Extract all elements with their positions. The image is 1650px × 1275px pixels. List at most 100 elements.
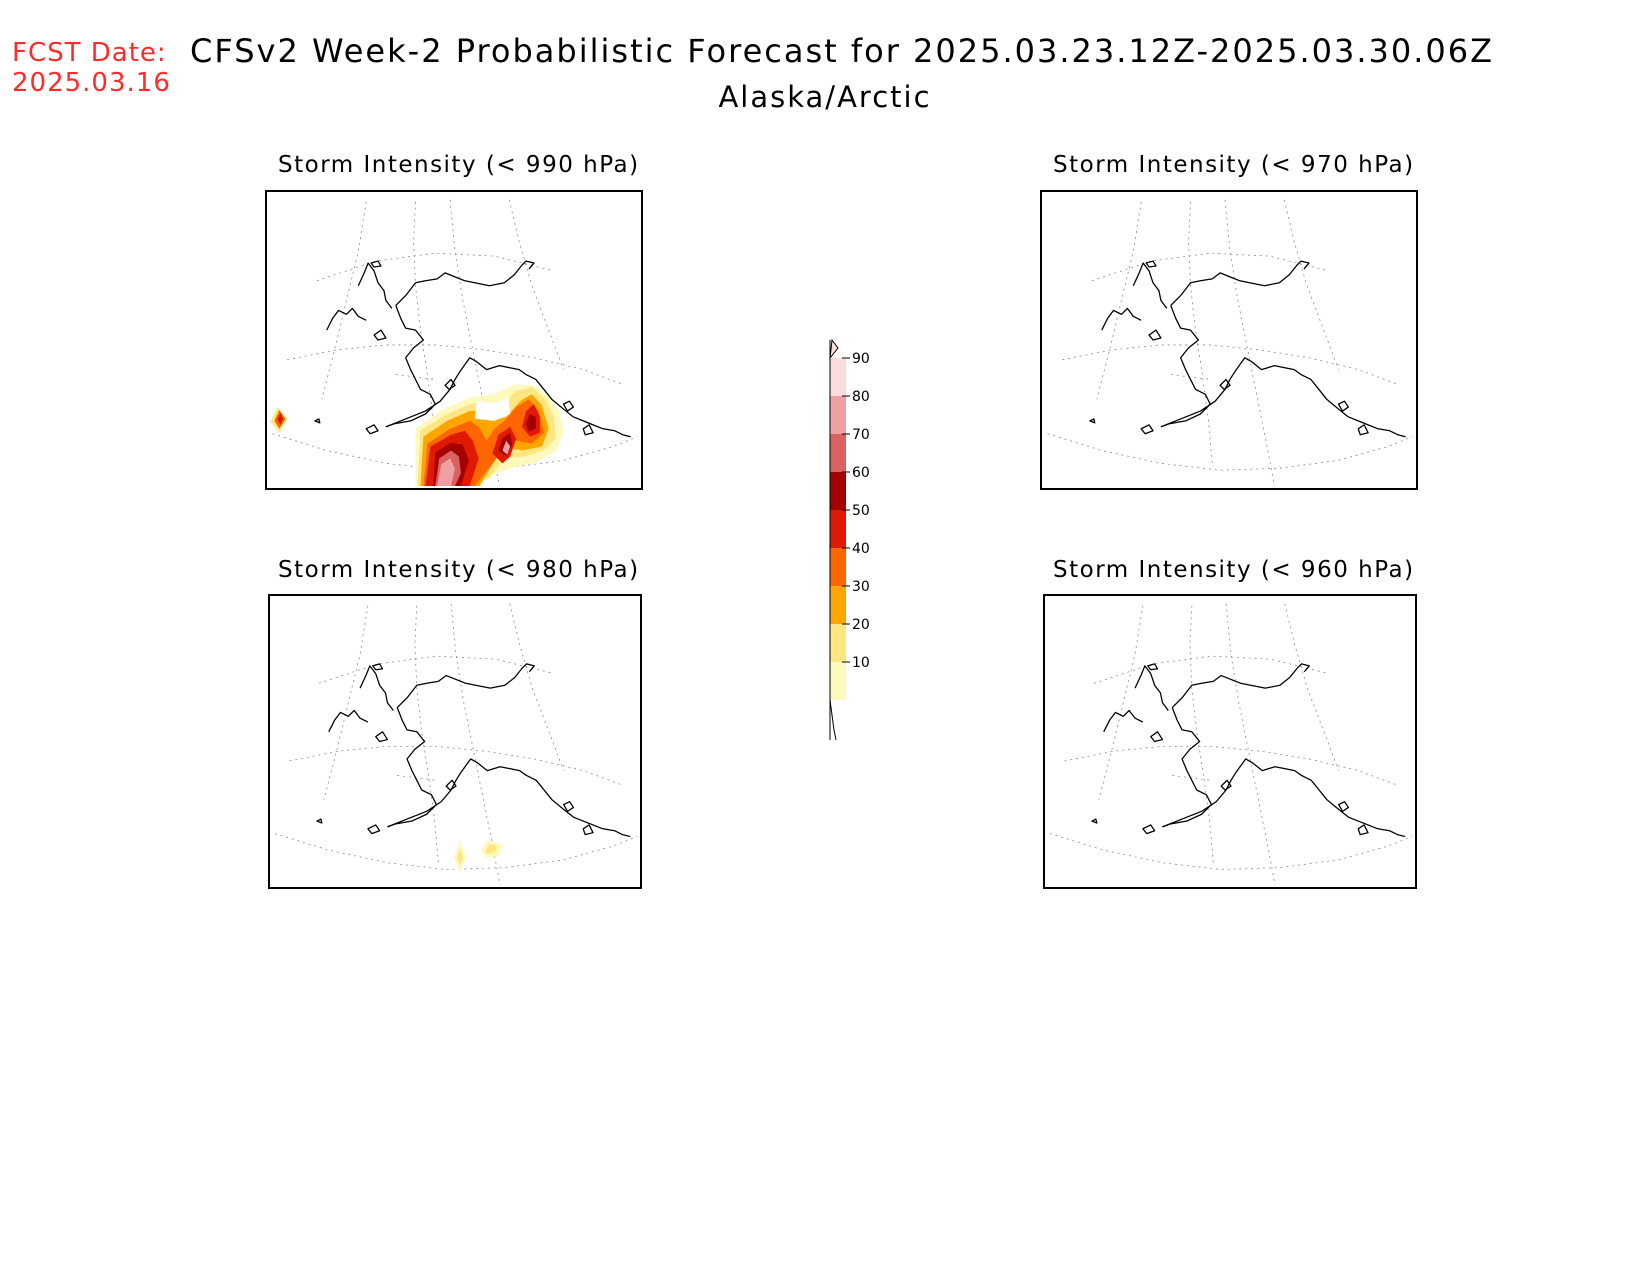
map-graticule <box>1049 603 1413 886</box>
page-subtitle: Alaska/Arctic <box>718 80 932 114</box>
graticule-line <box>397 775 437 781</box>
graticule-line <box>323 605 369 800</box>
colorbar-tick-label: 30 <box>852 579 870 595</box>
colorbar-cap-bottom <box>829 699 837 741</box>
graticule-line <box>287 344 623 385</box>
graticule-line <box>316 252 554 282</box>
coastline-segment <box>375 731 389 743</box>
graticule-line <box>508 199 564 370</box>
coastline-segment <box>357 262 393 309</box>
graticule-line <box>1091 252 1329 282</box>
coastline-segment <box>1338 801 1350 812</box>
graticule-line <box>1224 199 1275 487</box>
coastline-segment <box>445 779 457 791</box>
graticule-line <box>1064 745 1398 786</box>
coastline-segment <box>1357 824 1369 836</box>
graticule-line <box>1172 775 1212 781</box>
graticule-line <box>272 433 638 471</box>
shade-blob-west-core <box>277 413 284 425</box>
coastline-segment <box>1147 663 1159 671</box>
shade-blob-south-b-inner <box>485 844 498 855</box>
colorbar-band <box>830 358 846 396</box>
map-graticule <box>274 603 638 886</box>
map-panel-990 <box>265 190 643 490</box>
colorbar-band <box>830 510 846 548</box>
graticule-line <box>274 833 638 870</box>
graticule-line <box>1170 374 1211 380</box>
coastline-segment <box>367 824 381 835</box>
colorbar-tick-label: 20 <box>852 617 870 633</box>
coastline-segment <box>1101 307 1142 331</box>
coastline-segment <box>1337 400 1350 412</box>
shade-core-80b <box>502 440 511 455</box>
coastline-segment <box>582 424 594 436</box>
map-panel-970 <box>1040 190 1418 490</box>
shade-gap <box>474 397 511 421</box>
panel-title-960: Storm Intensity (< 960 hPa) <box>1053 557 1415 583</box>
coastline-segment <box>370 260 382 268</box>
map-graticule <box>1047 199 1413 487</box>
colorbar-band <box>830 624 846 662</box>
colorbar-svg: 10 20 30 40 50 60 70 80 90 <box>829 338 870 741</box>
graticule-line <box>289 745 623 786</box>
colorbar-cap-top <box>829 338 839 360</box>
graticule-line <box>1283 199 1339 370</box>
colorbar-band <box>830 548 846 586</box>
coastline-segment <box>1160 364 1241 428</box>
coastline-segment <box>1160 305 1211 428</box>
graticule-line <box>1047 433 1413 471</box>
colorbar-band <box>830 662 846 700</box>
coastline-segment <box>1145 260 1157 268</box>
coastline-segment <box>387 707 438 828</box>
colorbar-tick-label: 50 <box>852 503 870 519</box>
shade-blob-south-a-inner <box>456 848 463 866</box>
colorbar: 10 20 30 40 50 60 70 80 90 <box>820 330 920 750</box>
coastline-segment <box>365 424 379 435</box>
coastline-segment <box>1103 709 1144 733</box>
shade-core-60a <box>526 414 536 432</box>
map-panel-980 <box>268 594 642 889</box>
coastline-segment <box>1240 758 1406 838</box>
map-960-svg <box>1049 603 1413 886</box>
colorbar-tick-label: 80 <box>852 389 870 405</box>
coastline-segment <box>316 818 323 824</box>
probability-shading <box>270 384 564 487</box>
coastline-segment <box>1132 262 1168 309</box>
coastline-segment <box>444 378 456 390</box>
coastline-segment <box>326 307 367 331</box>
graticule-line <box>509 603 565 771</box>
coastline-segment <box>328 709 369 733</box>
coastline-segment <box>385 305 436 428</box>
colorbar-tick-label: 70 <box>852 427 870 443</box>
colorbar-band <box>830 586 846 624</box>
coastline-segment <box>1239 357 1406 438</box>
graticule-line <box>1096 201 1142 400</box>
graticule-line <box>395 374 436 380</box>
coastline-segment <box>1170 260 1310 306</box>
panel-title-970: Storm Intensity (< 970 hPa) <box>1053 152 1415 178</box>
coastline-segment <box>1134 665 1169 711</box>
coastline <box>1089 260 1406 438</box>
colorbar-tick-label: 40 <box>852 541 870 557</box>
graticule-line <box>1093 655 1329 684</box>
coastline-segment <box>1148 329 1162 341</box>
coastline-segment <box>373 329 387 341</box>
panel-title-990: Storm Intensity (< 990 hPa) <box>278 152 640 178</box>
graticule-line <box>1049 833 1413 870</box>
graticule-line <box>321 201 367 400</box>
coastline-segment <box>464 357 631 438</box>
coastline-segment <box>1091 818 1098 824</box>
coastline-segment <box>1220 779 1232 791</box>
coastline <box>1091 663 1406 838</box>
map-970-svg <box>1047 199 1413 487</box>
colorbar-band <box>830 434 846 472</box>
colorbar-tick-label: 10 <box>852 655 870 671</box>
coastline-segment <box>395 260 535 306</box>
colorbar-band <box>830 472 846 510</box>
graticule-line <box>1225 603 1276 886</box>
graticule-line <box>318 655 554 684</box>
graticule-line <box>1284 603 1340 771</box>
colorbar-band <box>830 396 846 434</box>
coastline-segment <box>563 801 575 812</box>
coastline-segment <box>1219 378 1231 390</box>
